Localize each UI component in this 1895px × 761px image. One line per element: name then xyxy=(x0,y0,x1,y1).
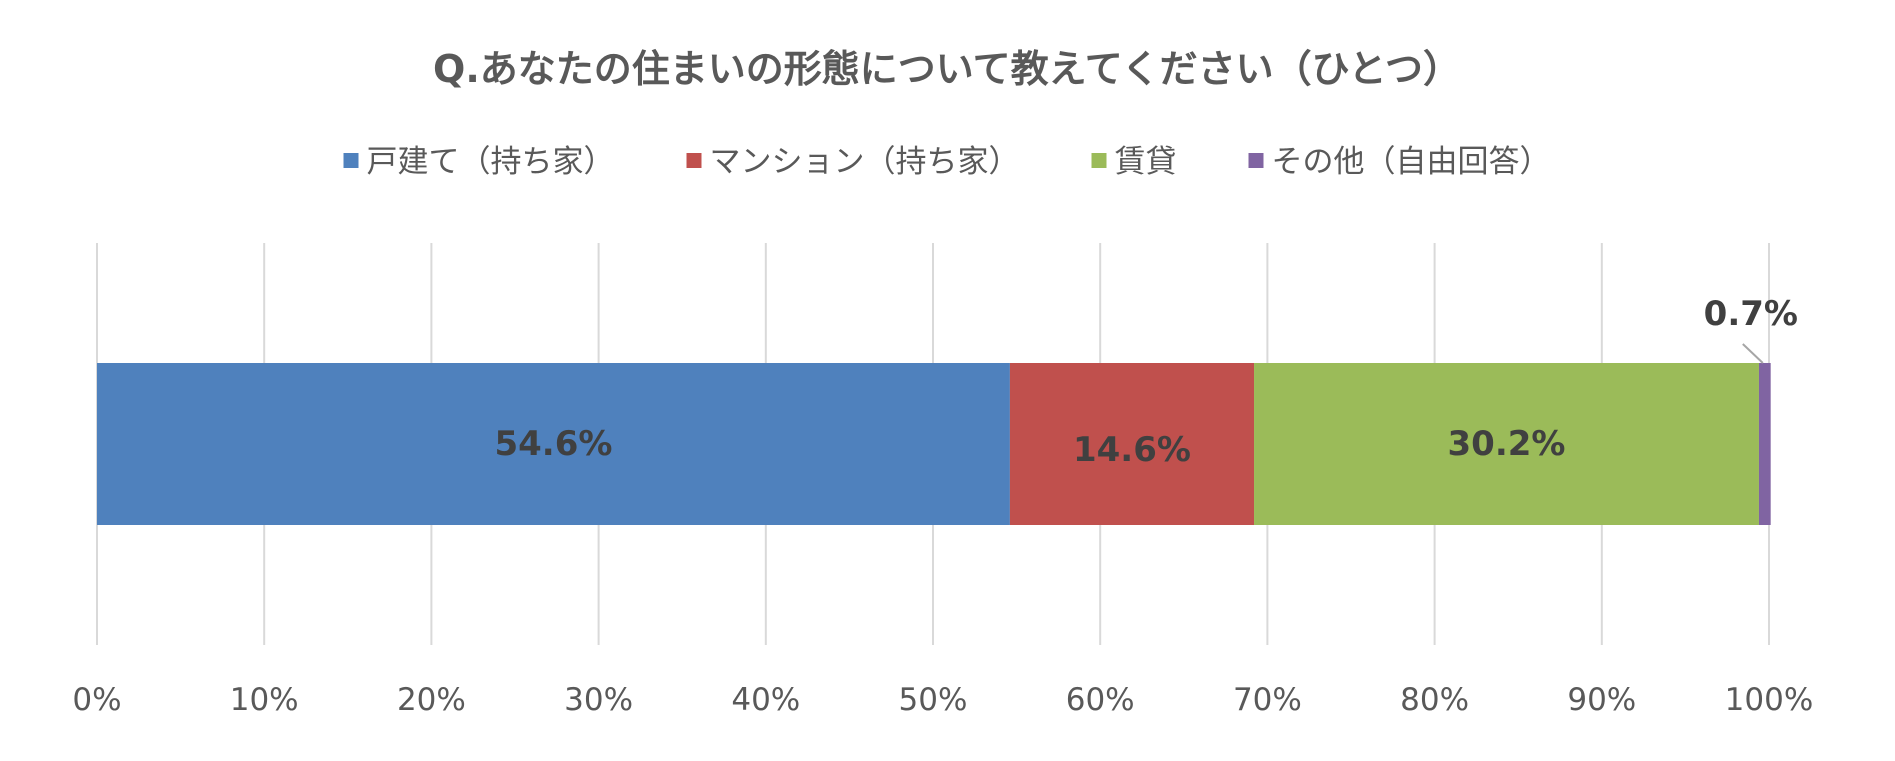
legend-swatch xyxy=(686,153,702,168)
x-tick-label: 50% xyxy=(899,682,968,718)
data-label: 14.6% xyxy=(1073,430,1191,470)
data-label: 0.7% xyxy=(1704,294,1798,334)
x-tick-label: 90% xyxy=(1567,682,1636,718)
x-tick-label: 20% xyxy=(397,682,466,718)
label-leader-line xyxy=(1742,343,1764,364)
bar-segment xyxy=(1254,363,1759,525)
legend-swatch xyxy=(1248,153,1264,168)
legend: 戸建て（持ち家） マンション（持ち家） 賃貸 その他（自由回答） xyxy=(343,144,1551,180)
bar-segment xyxy=(97,363,1010,525)
legend-item: マンション（持ち家） xyxy=(686,144,1020,180)
legend-label: マンション（持ち家） xyxy=(710,144,1020,180)
legend-label: その他（自由回答） xyxy=(1272,144,1551,180)
x-tick-label: 100% xyxy=(1725,682,1814,718)
bar-segment xyxy=(1758,363,1771,525)
x-tick-label: 70% xyxy=(1233,682,1302,718)
legend-item: その他（自由回答） xyxy=(1248,144,1551,180)
bar-segments xyxy=(97,363,1771,525)
x-tick-label: 80% xyxy=(1400,682,1469,718)
legend-item: 戸建て（持ち家） xyxy=(343,144,615,180)
legend-label: 戸建て（持ち家） xyxy=(367,144,615,180)
data-label: 30.2% xyxy=(1448,424,1566,464)
legend-item: 賃貸 xyxy=(1091,144,1177,180)
x-tick-label: 40% xyxy=(731,682,800,718)
x-tick-label: 10% xyxy=(230,682,299,718)
x-tick-label: 60% xyxy=(1066,682,1135,718)
x-tick-label: 0% xyxy=(72,682,121,718)
legend-swatch xyxy=(343,153,359,168)
legend-label: 賃貸 xyxy=(1115,144,1177,180)
x-tick-label: 30% xyxy=(564,682,633,718)
chart-title: Q.あなたの住まいの形態について教えてください（ひとつ） xyxy=(433,47,1461,91)
data-labels: 54.6% 14.6% 30.2% 0.7% xyxy=(494,294,1797,470)
data-label: 54.6% xyxy=(494,424,612,464)
bar-segment xyxy=(1009,363,1255,525)
x-axis-ticks: 0% 10% 20% 30% 40% 50% 60% 70% 80% 90% 100% xyxy=(72,682,1813,718)
legend-swatch xyxy=(1091,153,1107,168)
